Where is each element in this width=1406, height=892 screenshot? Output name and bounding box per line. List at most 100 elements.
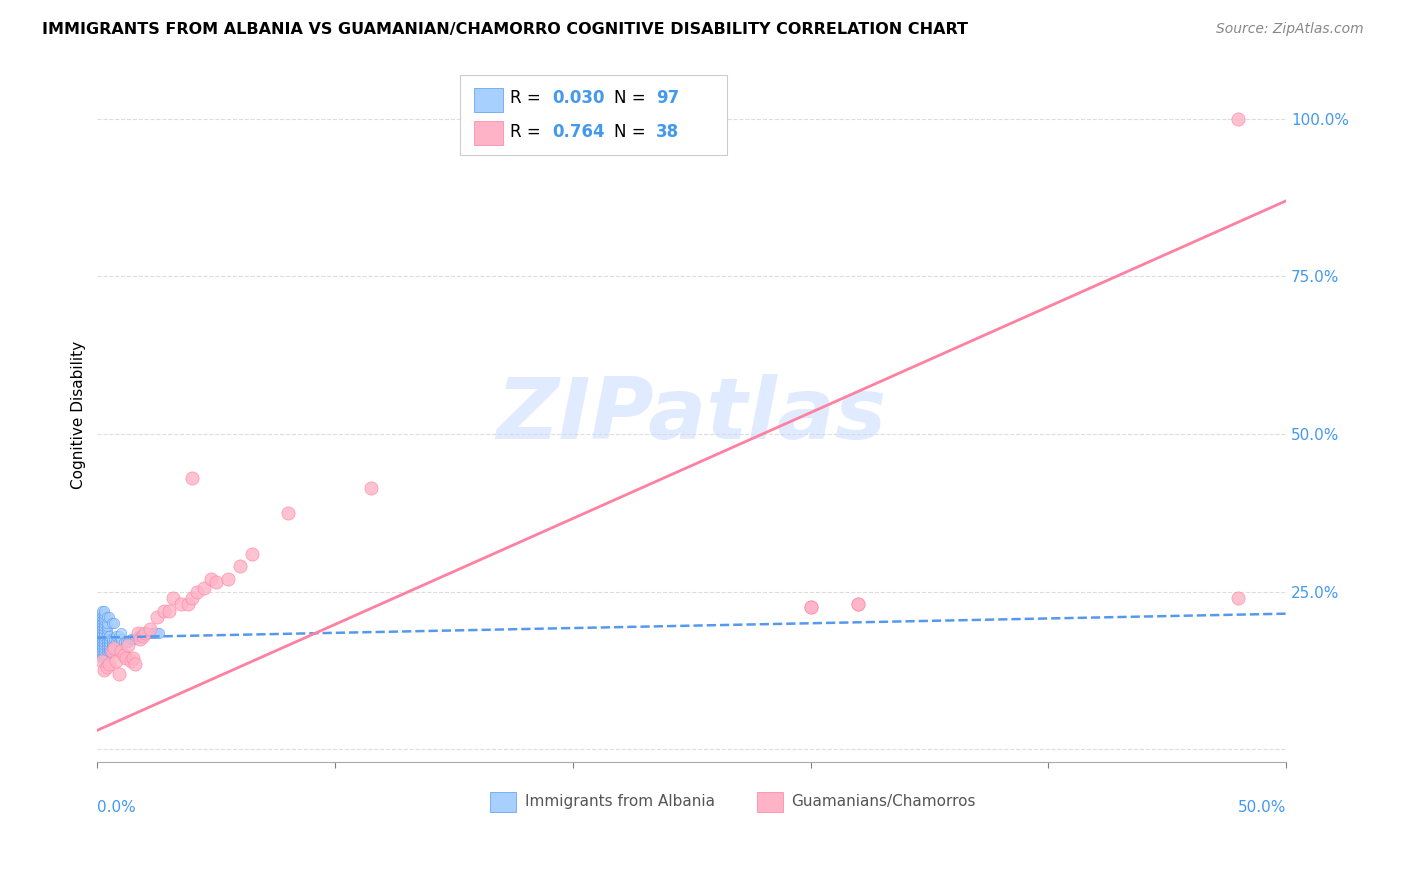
Point	[129, 632, 152, 646]
Point	[846, 597, 869, 611]
Point	[1227, 112, 1250, 126]
Point	[157, 603, 180, 617]
Point	[91, 607, 114, 621]
Point	[93, 638, 115, 652]
Text: R =: R =	[510, 123, 546, 141]
Bar	[474, 121, 503, 145]
Point	[89, 635, 111, 649]
Point	[143, 625, 166, 640]
Point	[229, 559, 252, 574]
Point	[120, 654, 142, 668]
Point	[134, 625, 156, 640]
Text: R =: R =	[510, 89, 546, 107]
Point	[89, 644, 111, 658]
Point	[93, 607, 115, 621]
Point	[91, 638, 114, 652]
Point	[100, 641, 122, 656]
Text: 97: 97	[657, 89, 679, 107]
Point	[89, 619, 111, 633]
Text: 38: 38	[657, 123, 679, 141]
Point	[141, 625, 163, 640]
Point	[93, 632, 115, 646]
Point	[124, 632, 146, 646]
Point	[103, 632, 125, 646]
Point	[91, 623, 114, 637]
Point	[91, 616, 114, 631]
Point	[131, 629, 153, 643]
Point	[93, 603, 115, 617]
Text: 50.0%: 50.0%	[1237, 800, 1286, 815]
Point	[136, 625, 159, 640]
Y-axis label: Cognitive Disability: Cognitive Disability	[72, 341, 86, 489]
Point	[846, 597, 869, 611]
Point	[105, 654, 128, 668]
Point	[96, 660, 118, 674]
Point	[89, 623, 111, 637]
Point	[96, 623, 118, 637]
Point	[93, 625, 115, 640]
Point	[98, 629, 121, 643]
Point	[91, 610, 114, 624]
Point	[93, 623, 115, 637]
Text: N =: N =	[614, 89, 651, 107]
Point	[105, 641, 128, 656]
Point	[98, 657, 121, 672]
Point	[360, 481, 382, 495]
Point	[103, 638, 125, 652]
Point	[89, 629, 111, 643]
Point	[124, 657, 146, 672]
Point	[103, 616, 125, 631]
Point	[205, 575, 228, 590]
Point	[91, 625, 114, 640]
Point	[105, 629, 128, 643]
Text: Guamanians/Chamorros: Guamanians/Chamorros	[792, 795, 976, 810]
Point	[91, 619, 114, 633]
Point	[112, 648, 135, 662]
Text: 0.764: 0.764	[553, 123, 605, 141]
Point	[89, 638, 111, 652]
Point	[89, 632, 111, 646]
Point	[146, 610, 169, 624]
Point	[138, 623, 160, 637]
Point	[127, 625, 149, 640]
Point	[117, 638, 139, 652]
Point	[100, 632, 122, 646]
Point	[100, 644, 122, 658]
Text: Immigrants from Albania: Immigrants from Albania	[526, 795, 716, 810]
Point	[107, 635, 129, 649]
Point	[91, 650, 114, 665]
Point	[112, 635, 135, 649]
Point	[91, 635, 114, 649]
Bar	[489, 792, 516, 812]
Point	[181, 591, 204, 605]
Point	[91, 603, 114, 617]
Point	[98, 644, 121, 658]
Point	[93, 644, 115, 658]
Text: IMMIGRANTS FROM ALBANIA VS GUAMANIAN/CHAMORRO COGNITIVE DISABILITY CORRELATION C: IMMIGRANTS FROM ALBANIA VS GUAMANIAN/CHA…	[42, 22, 969, 37]
Point	[96, 619, 118, 633]
Point	[96, 641, 118, 656]
Text: N =: N =	[614, 123, 651, 141]
Point	[240, 547, 263, 561]
Point	[117, 635, 139, 649]
Point	[107, 641, 129, 656]
Point	[131, 625, 153, 640]
Point	[186, 584, 208, 599]
Point	[107, 629, 129, 643]
Point	[93, 610, 115, 624]
Point	[93, 635, 115, 649]
Point	[181, 471, 204, 485]
Bar	[474, 88, 503, 112]
Text: ZIPatlas: ZIPatlas	[496, 374, 887, 457]
Point	[91, 644, 114, 658]
Point	[96, 638, 118, 652]
Point	[93, 616, 115, 631]
Point	[799, 600, 821, 615]
Point	[93, 619, 115, 633]
Point	[96, 648, 118, 662]
Point	[98, 641, 121, 656]
Point	[91, 648, 114, 662]
Point	[103, 644, 125, 658]
Point	[138, 625, 160, 640]
Point	[93, 648, 115, 662]
